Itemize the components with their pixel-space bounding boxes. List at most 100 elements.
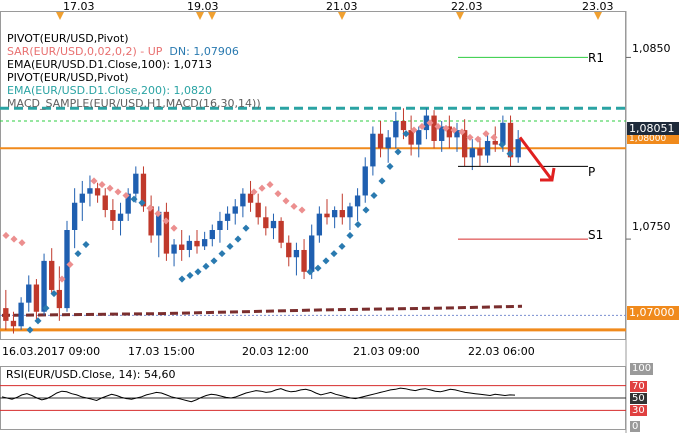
- sar-dot: [458, 128, 466, 136]
- candle-body: [370, 133, 376, 167]
- sar-dot: [506, 150, 514, 158]
- sar-dot: [10, 235, 18, 243]
- sar-dot: [482, 130, 490, 138]
- sar-dot: [362, 206, 370, 214]
- candle-body: [469, 148, 475, 158]
- bottom-time-label-4: 21.03 09:00: [353, 345, 420, 358]
- candle-body: [477, 148, 483, 156]
- rsi-level-70: 70: [630, 381, 647, 392]
- sar-dot: [386, 162, 394, 170]
- sar-dot: [434, 122, 442, 130]
- bottom-time-label-5: 22.03 06:00: [468, 345, 535, 358]
- candle-body: [125, 193, 131, 214]
- candle-body: [416, 130, 422, 145]
- sar-dot: [490, 133, 498, 141]
- candle-body: [385, 137, 391, 149]
- candle-body: [324, 213, 330, 218]
- candle-body: [133, 173, 139, 194]
- sar-dot: [314, 264, 322, 272]
- candle-body: [454, 130, 460, 138]
- sar-dot: [250, 188, 258, 196]
- candle-body: [94, 188, 101, 196]
- candle-body: [362, 166, 368, 196]
- sar-dot: [378, 177, 386, 185]
- candle-body: [10, 320, 17, 327]
- candle-body: [347, 206, 353, 218]
- sar-dot: [74, 250, 82, 258]
- sar-dot: [234, 235, 242, 243]
- candle-body: [49, 260, 55, 290]
- sar-dot: [2, 231, 10, 239]
- sar-dot: [330, 250, 338, 258]
- sar-dot: [98, 181, 106, 189]
- sar-dot: [26, 326, 34, 334]
- price-panel-frame: [0, 11, 626, 340]
- candle-body: [339, 210, 345, 218]
- candle-body: [41, 260, 47, 312]
- price-tag-upper-orange: 1,08000: [627, 135, 679, 144]
- candle-body: [500, 122, 506, 145]
- candle-body: [79, 193, 85, 203]
- sar-dot: [106, 184, 114, 192]
- candle-body: [64, 230, 70, 309]
- candle-body: [316, 213, 323, 236]
- sar-dot: [34, 317, 42, 325]
- sar-dot: [338, 242, 346, 250]
- bottom-time-label-3: 20.03 12:00: [242, 345, 309, 358]
- top-session-marker: [196, 12, 204, 20]
- y-tick-label-2: 1,0750: [632, 220, 671, 233]
- top-date-label-5: 23.03: [582, 0, 614, 13]
- candle-body: [255, 202, 261, 218]
- sar-dot: [346, 231, 354, 239]
- candle-body: [148, 206, 154, 236]
- candle-body: [393, 121, 399, 138]
- candle-body: [171, 244, 177, 254]
- sar-dot: [154, 210, 162, 218]
- rsi-legend: RSI(EUR/USD.Close, 14): 54,60: [6, 368, 176, 381]
- candle-body: [278, 220, 284, 243]
- candle-body: [439, 126, 445, 141]
- rsi-level-100: 100: [630, 363, 654, 375]
- pivot-label-r1: R1: [588, 51, 604, 65]
- sar-dot: [90, 177, 98, 185]
- candle-body: [102, 195, 108, 211]
- legend-ema200: EMA(EUR/USD.D1.Close,200): 1,0820: [7, 84, 213, 97]
- candle-body: [507, 122, 514, 158]
- top-session-marker: [56, 12, 64, 20]
- top-session-marker: [456, 12, 464, 20]
- candle-body: [240, 193, 246, 207]
- candle-body: [87, 188, 93, 194]
- legend-pivot-2: PIVOT(EUR/USD,Pivot): [7, 71, 129, 84]
- candle-body: [492, 140, 498, 145]
- candle-body: [446, 126, 453, 138]
- candle-body: [201, 239, 208, 247]
- sar-dot: [58, 275, 66, 283]
- sar-dot: [402, 130, 410, 138]
- sar-dot: [210, 257, 218, 265]
- candle-body: [377, 133, 384, 149]
- candle-body: [194, 240, 200, 247]
- sar-dot: [178, 275, 186, 283]
- rsi-level-0: 0: [630, 421, 641, 432]
- candle-body: [3, 308, 9, 321]
- candle-body: [140, 173, 147, 207]
- candle-body: [400, 121, 407, 131]
- candle-body: [224, 213, 231, 221]
- candle-body: [286, 242, 292, 258]
- candle-body: [354, 195, 361, 207]
- candle-body: [18, 302, 24, 327]
- sar-dot: [130, 195, 138, 203]
- legend-pivot-1: PIVOT(EUR/USD,Pivot): [7, 32, 129, 45]
- sar-dot: [298, 206, 306, 214]
- legend-ema100: EMA(EUR/USD.D1.Close,100): 1,0713: [7, 58, 213, 71]
- sar-dot: [370, 191, 378, 200]
- sar-dot: [450, 126, 458, 134]
- sar-dot: [122, 191, 130, 200]
- candle-body: [270, 220, 277, 229]
- sar-dot: [114, 188, 122, 196]
- candle-body: [331, 210, 338, 218]
- sar-dot: [410, 126, 418, 134]
- price-tag-current: 1,08051: [627, 122, 679, 136]
- candle-body: [179, 244, 185, 250]
- sar-dot: [186, 271, 194, 279]
